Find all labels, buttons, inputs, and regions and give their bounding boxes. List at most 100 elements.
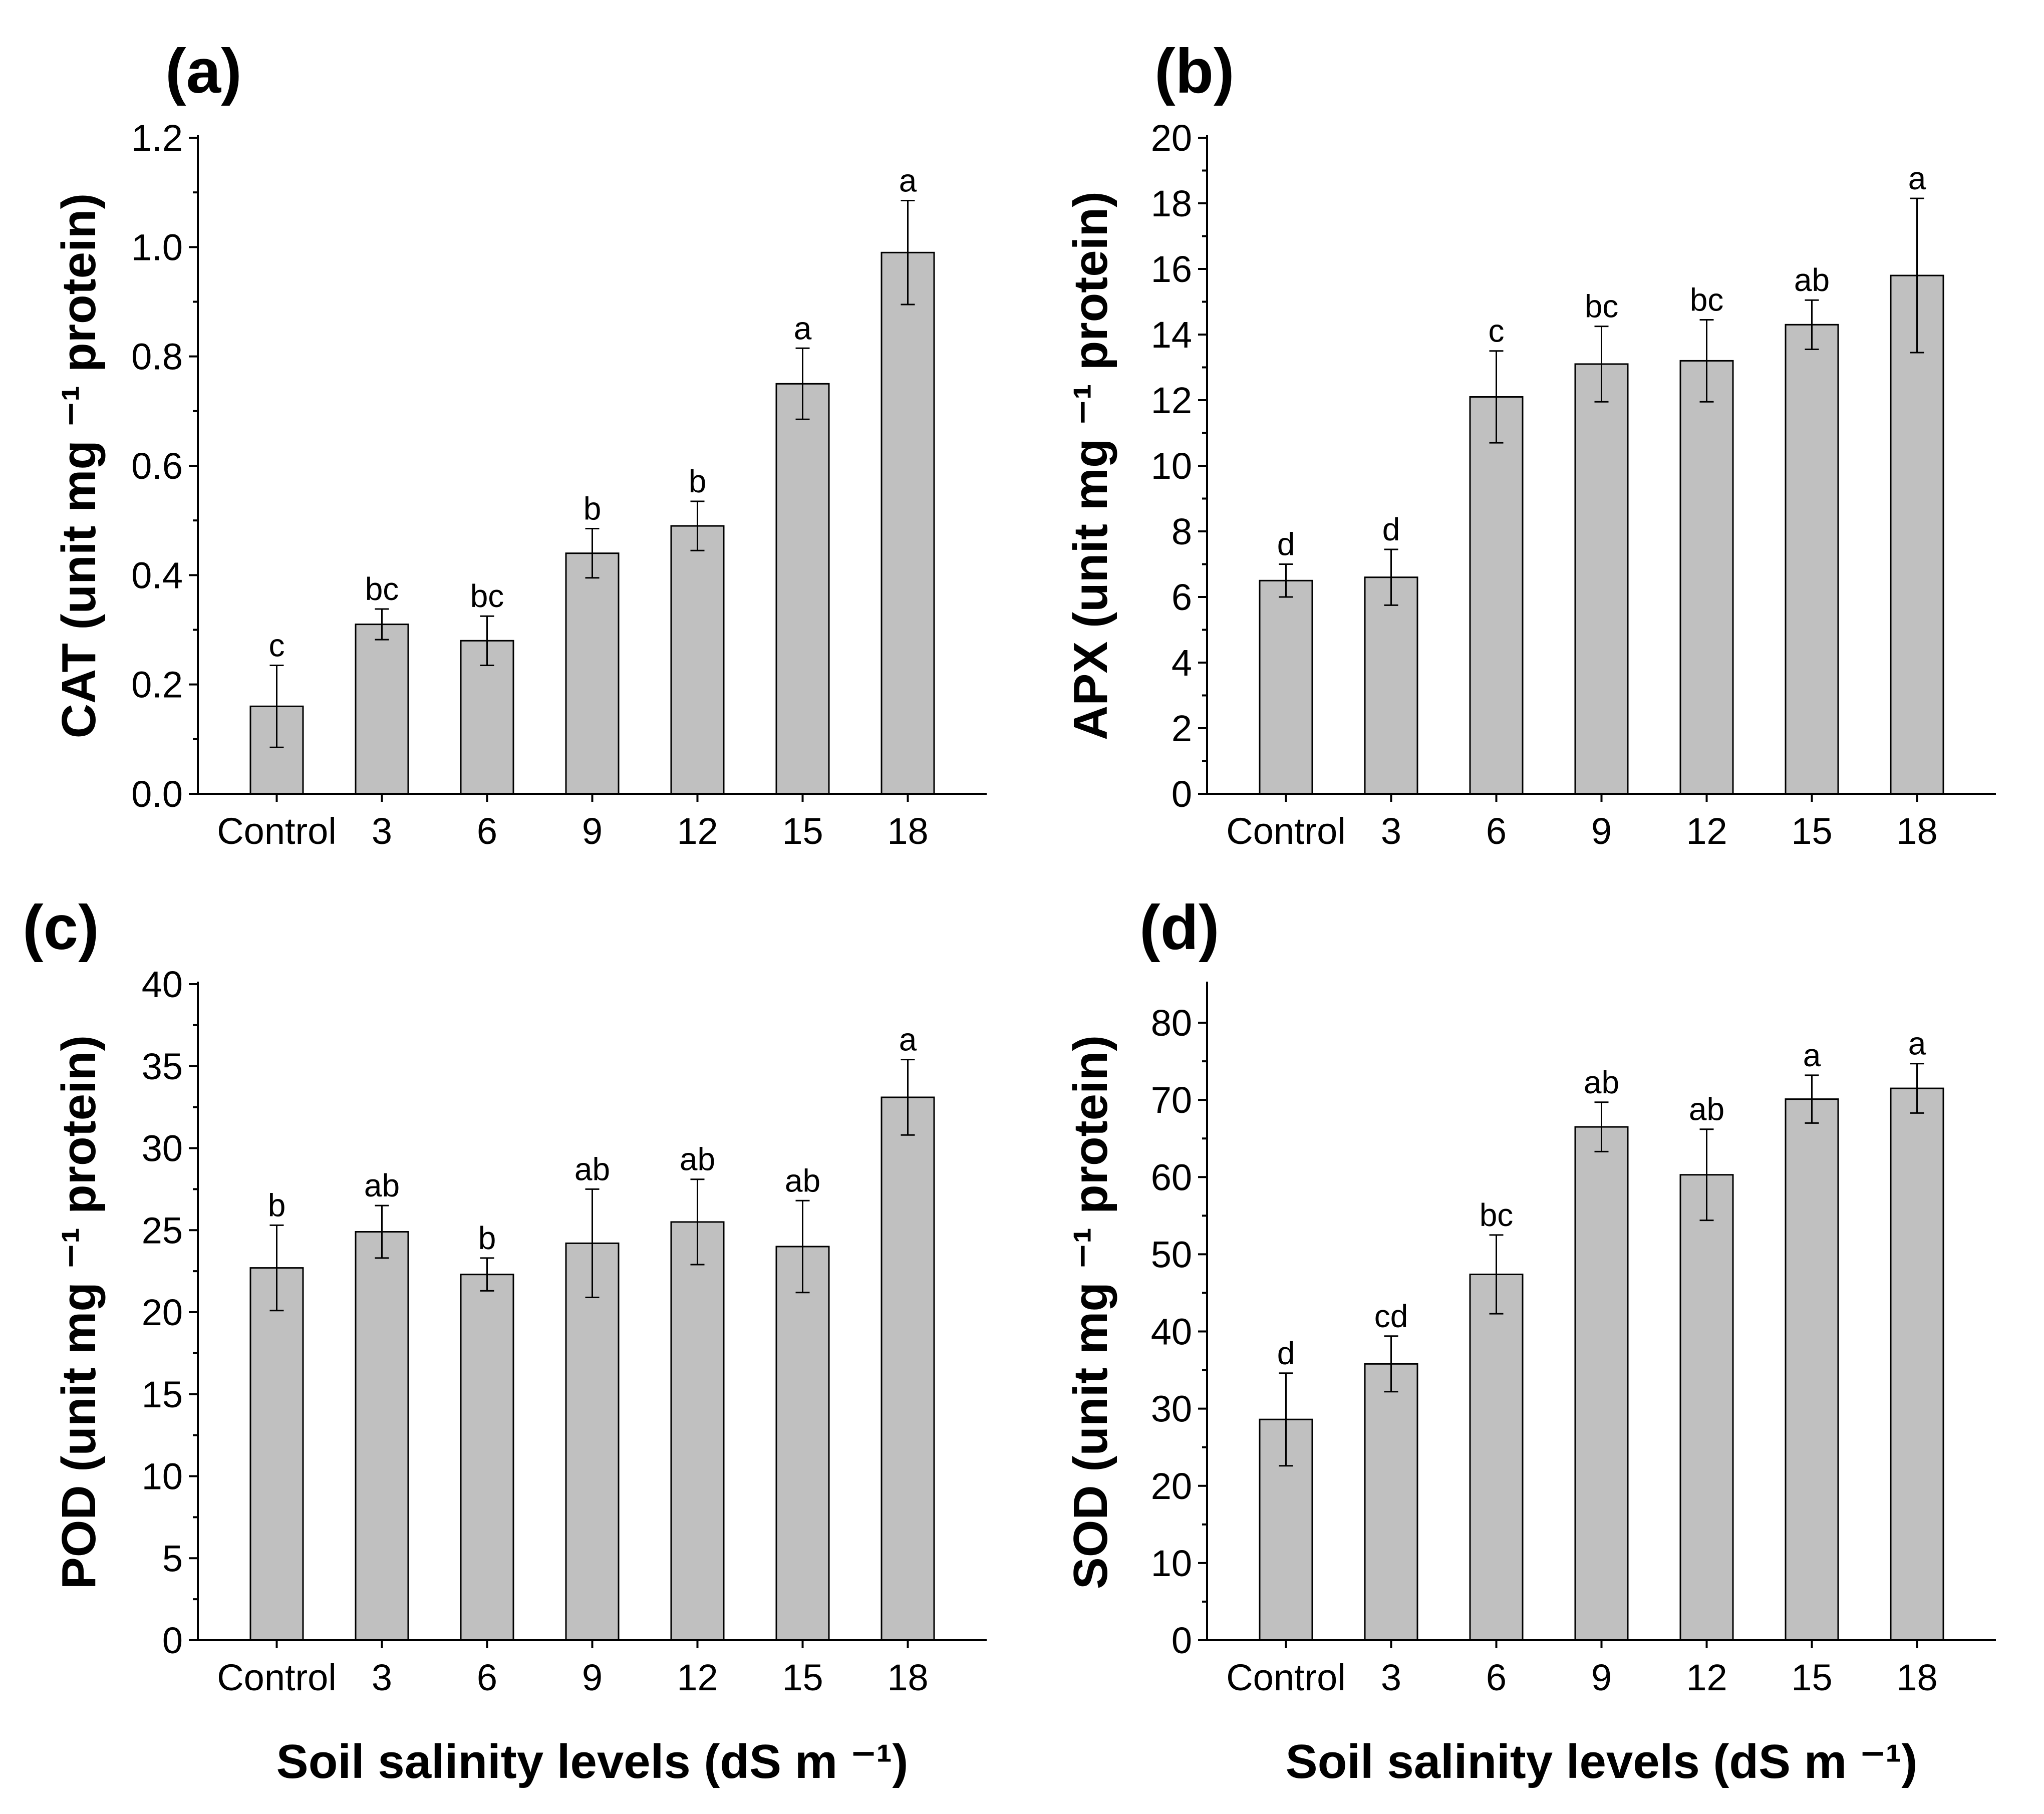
- y-tick-label: 0.2: [131, 664, 183, 706]
- bar: [1574, 1126, 1629, 1641]
- significance-letter: ab: [364, 1167, 400, 1203]
- x-tick-label: Control: [1226, 810, 1346, 852]
- significance-letter: a: [1908, 160, 1926, 196]
- error-bar: [1805, 1074, 1819, 1124]
- y-tick-label: 16: [1151, 248, 1192, 290]
- x-tick-label: 18: [887, 810, 928, 852]
- x-tick-label: 15: [1791, 1657, 1832, 1698]
- x-tick-label: 3: [372, 810, 392, 852]
- x-tick-label: 3: [372, 1657, 392, 1698]
- x-tick-label: 15: [1791, 810, 1832, 852]
- y-tick-label: 10: [1151, 445, 1192, 487]
- significance-letter: d: [1277, 526, 1295, 562]
- y-tick-label: 50: [1151, 1234, 1192, 1275]
- x-tick-label: 6: [1486, 1657, 1507, 1698]
- y-tick-label: 0.8: [131, 336, 183, 378]
- y-tick-label: 25: [142, 1210, 183, 1251]
- y-tick-label: 12: [1151, 380, 1192, 421]
- y-tick-label: 40: [142, 964, 183, 1005]
- significance-letter: a: [1908, 1026, 1926, 1062]
- error-bar: [1699, 319, 1714, 403]
- x-axis-title: Soil salinity levels (dS m ⁻¹): [1286, 1735, 1918, 1788]
- bar: [249, 1267, 304, 1641]
- y-tick-label: 0: [1172, 1620, 1192, 1661]
- significance-letter: ab: [1689, 1091, 1724, 1127]
- x-tick-label: 15: [782, 1657, 823, 1698]
- chart-panel-1: c Control bc 3 bc 6 b 9 b 12 a 15 a 18 0.0 0.2 0.4 0.6 0.8…: [52, 37, 987, 852]
- x-tick-label: 9: [1591, 1657, 1612, 1698]
- bar: [1890, 1087, 1944, 1641]
- x-tick-label: 18: [1896, 810, 1937, 852]
- bar: [565, 1242, 620, 1641]
- bar: [1364, 1363, 1418, 1641]
- error-bar: [1489, 350, 1504, 444]
- y-axis-title: SOD (unit mg ⁻¹ protein): [1064, 1035, 1117, 1590]
- y-tick-label: 6: [1172, 576, 1192, 618]
- error-bar: [269, 1224, 284, 1312]
- error-bar: [901, 200, 915, 306]
- y-tick-label: 14: [1151, 314, 1192, 356]
- significance-letter: ab: [1794, 262, 1830, 298]
- significance-letter: bc: [1480, 1197, 1514, 1233]
- significance-letter: bc: [1690, 282, 1724, 318]
- y-tick-label: 0.4: [131, 554, 183, 596]
- error-bar: [480, 615, 494, 666]
- y-axis-title: CAT (unit mg ⁻¹ protein): [52, 193, 106, 739]
- y-tick-label: 0.0: [131, 773, 183, 815]
- error-bar: [1699, 1128, 1714, 1222]
- error-bar: [375, 1204, 389, 1259]
- x-tick-label: Control: [217, 1657, 337, 1698]
- bar: [1785, 324, 1839, 795]
- error-bar: [1384, 548, 1398, 606]
- significance-letter: b: [478, 1220, 496, 1256]
- y-tick-label: 1.0: [131, 226, 183, 268]
- error-bar: [1805, 299, 1819, 350]
- x-tick-label: 18: [887, 1657, 928, 1698]
- error-bar: [795, 1199, 810, 1294]
- significance-letter: d: [1382, 511, 1400, 547]
- panel-label: (b): [1154, 37, 1235, 106]
- bar: [670, 525, 725, 795]
- y-tick-label: 20: [142, 1292, 183, 1333]
- bar: [1469, 1274, 1524, 1641]
- error-bar: [585, 1188, 600, 1299]
- x-tick-label: 9: [1591, 810, 1612, 852]
- error-bar: [1594, 1101, 1609, 1152]
- error-bar: [1910, 1063, 1924, 1114]
- panel-label: (d): [1139, 893, 1220, 963]
- significance-letter: a: [899, 1022, 917, 1058]
- error-bar: [795, 347, 810, 420]
- error-bar: [269, 664, 284, 748]
- significance-letter: ab: [785, 1162, 820, 1198]
- error-bar: [1910, 197, 1924, 354]
- bar: [881, 1096, 935, 1641]
- significance-letter: ab: [574, 1151, 610, 1187]
- y-tick-label: 35: [142, 1046, 183, 1087]
- y-tick-label: 8: [1172, 511, 1192, 552]
- bar: [670, 1221, 725, 1641]
- bar: [355, 624, 409, 795]
- error-bar: [1279, 1372, 1293, 1467]
- y-tick-label: 80: [1151, 1002, 1192, 1044]
- bar: [1679, 360, 1734, 795]
- bar: [1469, 396, 1524, 795]
- x-tick-label: 3: [1381, 1657, 1401, 1698]
- bar: [1259, 579, 1313, 795]
- bar: [565, 552, 620, 795]
- y-tick-label: 2: [1172, 708, 1192, 749]
- error-bar: [375, 608, 389, 641]
- y-tick-label: 18: [1151, 183, 1192, 224]
- significance-letter: c: [1489, 313, 1505, 349]
- x-tick-label: 12: [677, 810, 718, 852]
- y-tick-label: 70: [1151, 1079, 1192, 1121]
- x-tick-label: 18: [1896, 1657, 1937, 1698]
- significance-letter: b: [583, 491, 602, 527]
- y-tick-label: 4: [1172, 642, 1192, 684]
- significance-letter: d: [1277, 1335, 1295, 1371]
- y-axis-title: APX (unit mg ⁻¹ protein): [1064, 191, 1117, 740]
- significance-letter: bc: [470, 578, 504, 614]
- y-tick-label: 10: [142, 1456, 183, 1497]
- significance-letter: a: [794, 310, 812, 346]
- bar: [1785, 1098, 1839, 1641]
- error-bar: [1279, 563, 1293, 598]
